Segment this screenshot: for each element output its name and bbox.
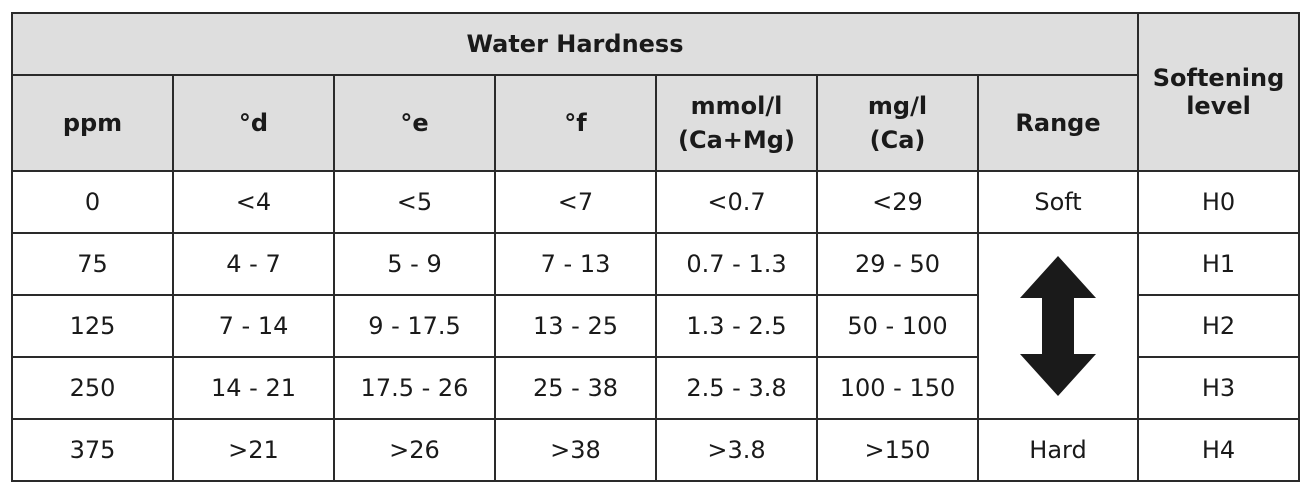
table-title: Water Hardness [10, 12, 1140, 76]
cell-mg: <29 [816, 170, 979, 234]
cell-d: 4 - 7 [172, 232, 335, 296]
water-hardness-table: Water Hardness Softening level ppm °d °e … [10, 12, 1301, 482]
cell-e: <5 [333, 170, 496, 234]
cell-ppm: 250 [11, 356, 174, 420]
table-row: 375 >21 >26 >38 >3.8 >150 Hard H4 [11, 418, 1301, 482]
header-ppm: ppm [11, 74, 174, 172]
cell-range-soft: Soft [976, 170, 1140, 234]
double-vertical-arrow-icon [1020, 256, 1096, 396]
cell-ppm: 125 [11, 294, 174, 358]
cell-f: >38 [494, 418, 657, 482]
cell-mmol: 2.5 - 3.8 [655, 356, 818, 420]
cell-d: <4 [172, 170, 335, 234]
cell-e: 17.5 - 26 [333, 356, 496, 420]
cell-level: H2 [1137, 294, 1301, 358]
cell-f: 13 - 25 [494, 294, 657, 358]
cell-ppm: 0 [11, 170, 174, 234]
header-mg: mg/l (Ca) [816, 74, 979, 172]
cell-range-hard: Hard [976, 418, 1140, 482]
table-row: 75 4 - 7 5 - 9 7 - 13 0.7 - 1.3 29 - 50 … [11, 232, 1301, 420]
cell-f: 25 - 38 [494, 356, 657, 420]
softening-level-header: Softening level [1137, 12, 1301, 172]
cell-mmol: 0.7 - 1.3 [655, 232, 818, 296]
cell-d: >21 [172, 418, 335, 482]
cell-range-arrow [976, 232, 1140, 420]
cell-mmol: >3.8 [655, 418, 818, 482]
cell-level: H3 [1137, 356, 1301, 420]
header-degrees-e: °e [333, 74, 496, 172]
cell-mmol: 1.3 - 2.5 [655, 294, 818, 358]
cell-ppm: 375 [11, 418, 174, 482]
cell-f: <7 [494, 170, 657, 234]
cell-f: 7 - 13 [494, 232, 657, 296]
cell-level: H0 [1137, 170, 1301, 234]
cell-ppm: 75 [11, 232, 174, 296]
cell-mg: 50 - 100 [816, 294, 979, 358]
cell-e: 9 - 17.5 [333, 294, 496, 358]
cell-e: >26 [333, 418, 496, 482]
header-mmol: mmol/l (Ca+Mg) [655, 74, 818, 172]
table-row: 0 <4 <5 <7 <0.7 <29 Soft H0 [11, 170, 1301, 234]
cell-d: 14 - 21 [172, 356, 335, 420]
cell-level: H1 [1137, 232, 1301, 296]
cell-mg: 100 - 150 [816, 356, 979, 420]
cell-mg: >150 [816, 418, 979, 482]
table-row: 250 14 - 21 17.5 - 26 25 - 38 2.5 - 3.8 … [11, 356, 1301, 420]
cell-level: H4 [1137, 418, 1301, 482]
cell-e: 5 - 9 [333, 232, 496, 296]
cell-mmol: <0.7 [655, 170, 818, 234]
cell-d: 7 - 14 [172, 294, 335, 358]
table-row: 125 7 - 14 9 - 17.5 13 - 25 1.3 - 2.5 50… [11, 294, 1301, 358]
cell-mg: 29 - 50 [816, 232, 979, 296]
header-range: Range [976, 74, 1140, 172]
header-degrees-d: °d [172, 74, 335, 172]
header-degrees-f: °f [494, 74, 657, 172]
